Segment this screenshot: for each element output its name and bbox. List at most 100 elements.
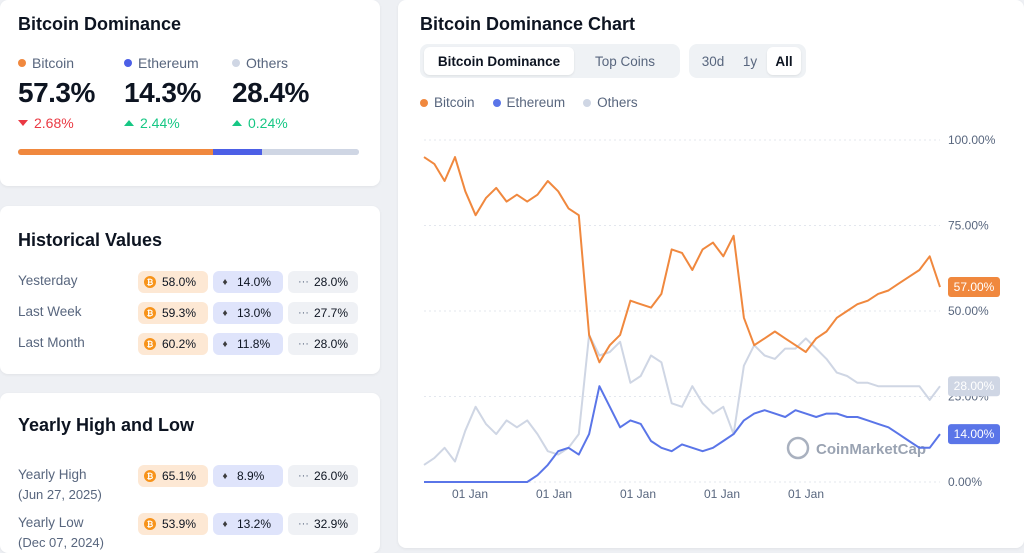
- row-label: Yearly Low: [18, 515, 84, 530]
- ethereum-label: Ethereum: [138, 55, 199, 71]
- ethereum-icon: ♦: [222, 338, 228, 350]
- series-line-bitcoin: [423, 156, 941, 364]
- table-row: Yearly High (Jun 27, 2025) ₿ 65.1% ♦ 8.9% …: [18, 465, 363, 502]
- ethereum-value-pill: ♦ 11.8%: [213, 333, 283, 355]
- ethereum-icon: ♦: [222, 518, 228, 530]
- row-date: (Jun 27, 2025): [18, 487, 102, 502]
- table-row: Last Week ₿ 59.3% ♦ 13.0% ··· 27.7%: [18, 302, 363, 324]
- bitcoin-value-pill: ₿ 58.0%: [138, 271, 208, 293]
- y-tick-label: 50.00%: [948, 304, 989, 318]
- x-tick-label: 01 Jan: [704, 487, 740, 501]
- range-30d-button[interactable]: 30d: [701, 53, 725, 69]
- y-tick-label: 0.00%: [948, 475, 982, 489]
- bitcoin-dominance: Bitcoin 57.3% 2.68%: [18, 55, 95, 131]
- series-line-ethereum: [424, 385, 941, 483]
- end-value-label-ethereum: 14.00%: [954, 427, 995, 441]
- ellipsis-icon: ···: [297, 470, 309, 482]
- arrow-up-icon: [124, 120, 134, 126]
- dominance-bar-others: [262, 149, 359, 155]
- ethereum-value-pill: ♦ 8.9%: [213, 465, 283, 487]
- bitcoin-change: 2.68%: [18, 115, 95, 131]
- end-value-tag-ethereum: [948, 424, 1000, 445]
- x-tick-label: 01 Jan: [788, 487, 824, 501]
- bitcoin-value-pill: ₿ 65.1%: [138, 465, 208, 487]
- legend-item-others[interactable]: Others: [583, 95, 638, 110]
- others-percent: 28.4%: [232, 77, 309, 108]
- series-line-others: [423, 333, 941, 466]
- bitcoin-icon: ₿: [144, 338, 156, 350]
- legend-item-ethereum[interactable]: Ethereum: [492, 95, 565, 110]
- ethereum-icon: ♦: [222, 307, 228, 319]
- others-change: 0.24%: [232, 115, 309, 131]
- ethereum-value-pill: ♦ 13.2%: [213, 513, 283, 535]
- bitcoin-label: Bitcoin: [32, 55, 75, 71]
- table-row: Yearly Low (Dec 07, 2024) ₿ 53.9% ♦ 13.2% …: [18, 513, 363, 550]
- others-dot: [583, 98, 592, 107]
- ethereum-percent: 14.3%: [124, 77, 201, 108]
- y-tick-label: 100.00%: [948, 133, 996, 147]
- bitcoin-icon: ₿: [144, 470, 156, 482]
- others-label: Others: [246, 55, 289, 71]
- chart-tab-group: Bitcoin Dominance Top Coins: [420, 44, 680, 78]
- ellipsis-icon: ···: [297, 338, 309, 350]
- dominance-card: Bitcoin Dominance Bitcoin 57.3% 2.68% Et…: [0, 0, 380, 186]
- others-value-pill: ··· 26.0%: [288, 465, 358, 487]
- coinmarketcap-logo-icon: [786, 436, 810, 460]
- yearly-title: Yearly High and Low: [18, 415, 195, 435]
- row-label: Last Week: [18, 304, 82, 319]
- others-dominance: Others 28.4% 0.24%: [232, 55, 309, 131]
- ethereum-value-pill: ♦ 14.0%: [213, 271, 283, 293]
- table-row: Last Month ₿ 60.2% ♦ 11.8% ··· 28.0%: [18, 333, 363, 355]
- x-tick-label: 01 Jan: [452, 487, 488, 501]
- watermark-text: CoinMarketCap: [816, 441, 926, 458]
- x-tick-label: 01 Jan: [536, 487, 572, 501]
- bitcoin-percent: 57.3%: [18, 77, 95, 108]
- dominance-bar-ethereum: [213, 149, 263, 155]
- others-value-pill: ··· 27.7%: [288, 302, 358, 324]
- end-value-label-bitcoin: 57.00%: [954, 280, 995, 294]
- ethereum-icon: ♦: [222, 470, 228, 482]
- bitcoin-icon: ₿: [144, 518, 156, 530]
- x-tick-label: 01 Jan: [620, 487, 656, 501]
- ethereum-icon: ♦: [222, 276, 228, 288]
- arrow-up-icon: [232, 120, 242, 126]
- ellipsis-icon: ···: [297, 276, 309, 288]
- legend-item-bitcoin[interactable]: Bitcoin: [420, 95, 475, 110]
- y-tick-label: 75.00%: [948, 219, 989, 233]
- bitcoin-value-pill: ₿ 59.3%: [138, 302, 208, 324]
- range-all-button[interactable]: All: [767, 47, 801, 75]
- bitcoin-dot: [18, 59, 26, 67]
- ellipsis-icon: ···: [297, 518, 309, 530]
- ethereum-value-pill: ♦ 13.0%: [213, 302, 283, 324]
- dominance-bar-bitcoin: [18, 149, 214, 155]
- ethereum-dot: [492, 98, 501, 107]
- chart-title: Bitcoin Dominance Chart: [420, 14, 636, 34]
- others-value-pill: ··· 32.9%: [288, 513, 358, 535]
- historical-title: Historical Values: [18, 230, 163, 250]
- row-label: Last Month: [18, 335, 85, 350]
- bitcoin-value-pill: ₿ 60.2%: [138, 333, 208, 355]
- tab-top-coins[interactable]: Top Coins: [594, 53, 656, 69]
- range-1y-button[interactable]: 1y: [742, 53, 758, 69]
- others-value-pill: ··· 28.0%: [288, 271, 358, 293]
- ethereum-dominance: Ethereum 14.3% 2.44%: [124, 55, 201, 131]
- bitcoin-icon: ₿: [144, 307, 156, 319]
- row-label: Yesterday: [18, 273, 78, 288]
- end-value-tag-bitcoin: [948, 277, 1000, 298]
- end-value-tag-others: [948, 376, 1000, 397]
- chart-legend: Bitcoin Ethereum Others: [420, 95, 638, 110]
- ellipsis-icon: ···: [297, 307, 309, 319]
- historical-card: Historical Values Yesterday ₿ 58.0% ♦ 14.0…: [0, 206, 380, 374]
- tab-bitcoin-dominance[interactable]: Bitcoin Dominance: [424, 47, 574, 75]
- arrow-down-icon: [18, 120, 28, 126]
- range-selector: 30d 1y All: [689, 44, 806, 78]
- row-date: (Dec 07, 2024): [18, 535, 104, 550]
- bitcoin-dot: [420, 98, 428, 107]
- dominance-title: Bitcoin Dominance: [18, 14, 182, 34]
- dominance-line-chart: 100.00%75.00%50.00%25.00%0.00%01 Jan 01 J…: [423, 133, 1000, 501]
- bitcoin-value-pill: ₿ 53.9%: [138, 513, 208, 535]
- end-value-label-others: 28.00%: [954, 379, 995, 393]
- ethereum-dot: [124, 59, 132, 67]
- row-label: Yearly High: [18, 467, 87, 482]
- bitcoin-icon: ₿: [144, 276, 156, 288]
